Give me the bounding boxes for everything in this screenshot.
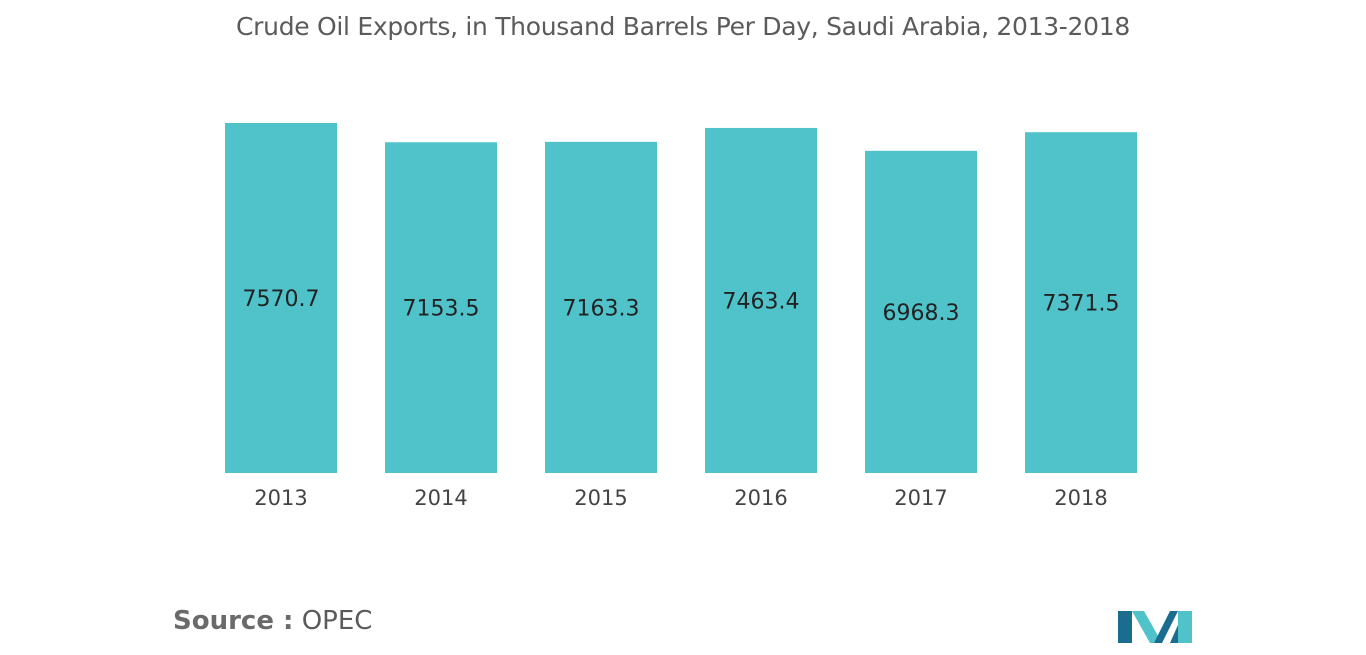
data-label-2015: 7163.3 bbox=[563, 296, 640, 321]
x-tick-2015: 2015 bbox=[574, 486, 627, 510]
x-tick-2016: 2016 bbox=[734, 486, 787, 510]
x-tick-2017: 2017 bbox=[894, 486, 947, 510]
mordor-logo-icon bbox=[1118, 611, 1192, 643]
source-note: Source : OPEC bbox=[173, 606, 372, 636]
bar-2017 bbox=[865, 150, 977, 473]
x-tick-2014: 2014 bbox=[414, 486, 467, 510]
data-label-2013: 7570.7 bbox=[243, 287, 320, 312]
source-value: OPEC bbox=[301, 606, 373, 636]
bar-2013 bbox=[225, 122, 337, 473]
bar-2014 bbox=[385, 142, 497, 473]
bar-2015 bbox=[545, 141, 657, 473]
data-label-2016: 7463.4 bbox=[723, 289, 800, 314]
bar-2018 bbox=[1025, 132, 1137, 473]
bar-2016 bbox=[705, 127, 817, 474]
data-label-2014: 7153.5 bbox=[403, 297, 480, 322]
x-tick-2013: 2013 bbox=[254, 486, 307, 510]
x-tick-2018: 2018 bbox=[1054, 486, 1107, 510]
source-key: Source : bbox=[173, 606, 294, 636]
chart-title: Crude Oil Exports, in Thousand Barrels P… bbox=[236, 12, 1130, 41]
data-label-2017: 6968.3 bbox=[883, 301, 960, 326]
data-label-2018: 7371.5 bbox=[1043, 292, 1120, 317]
